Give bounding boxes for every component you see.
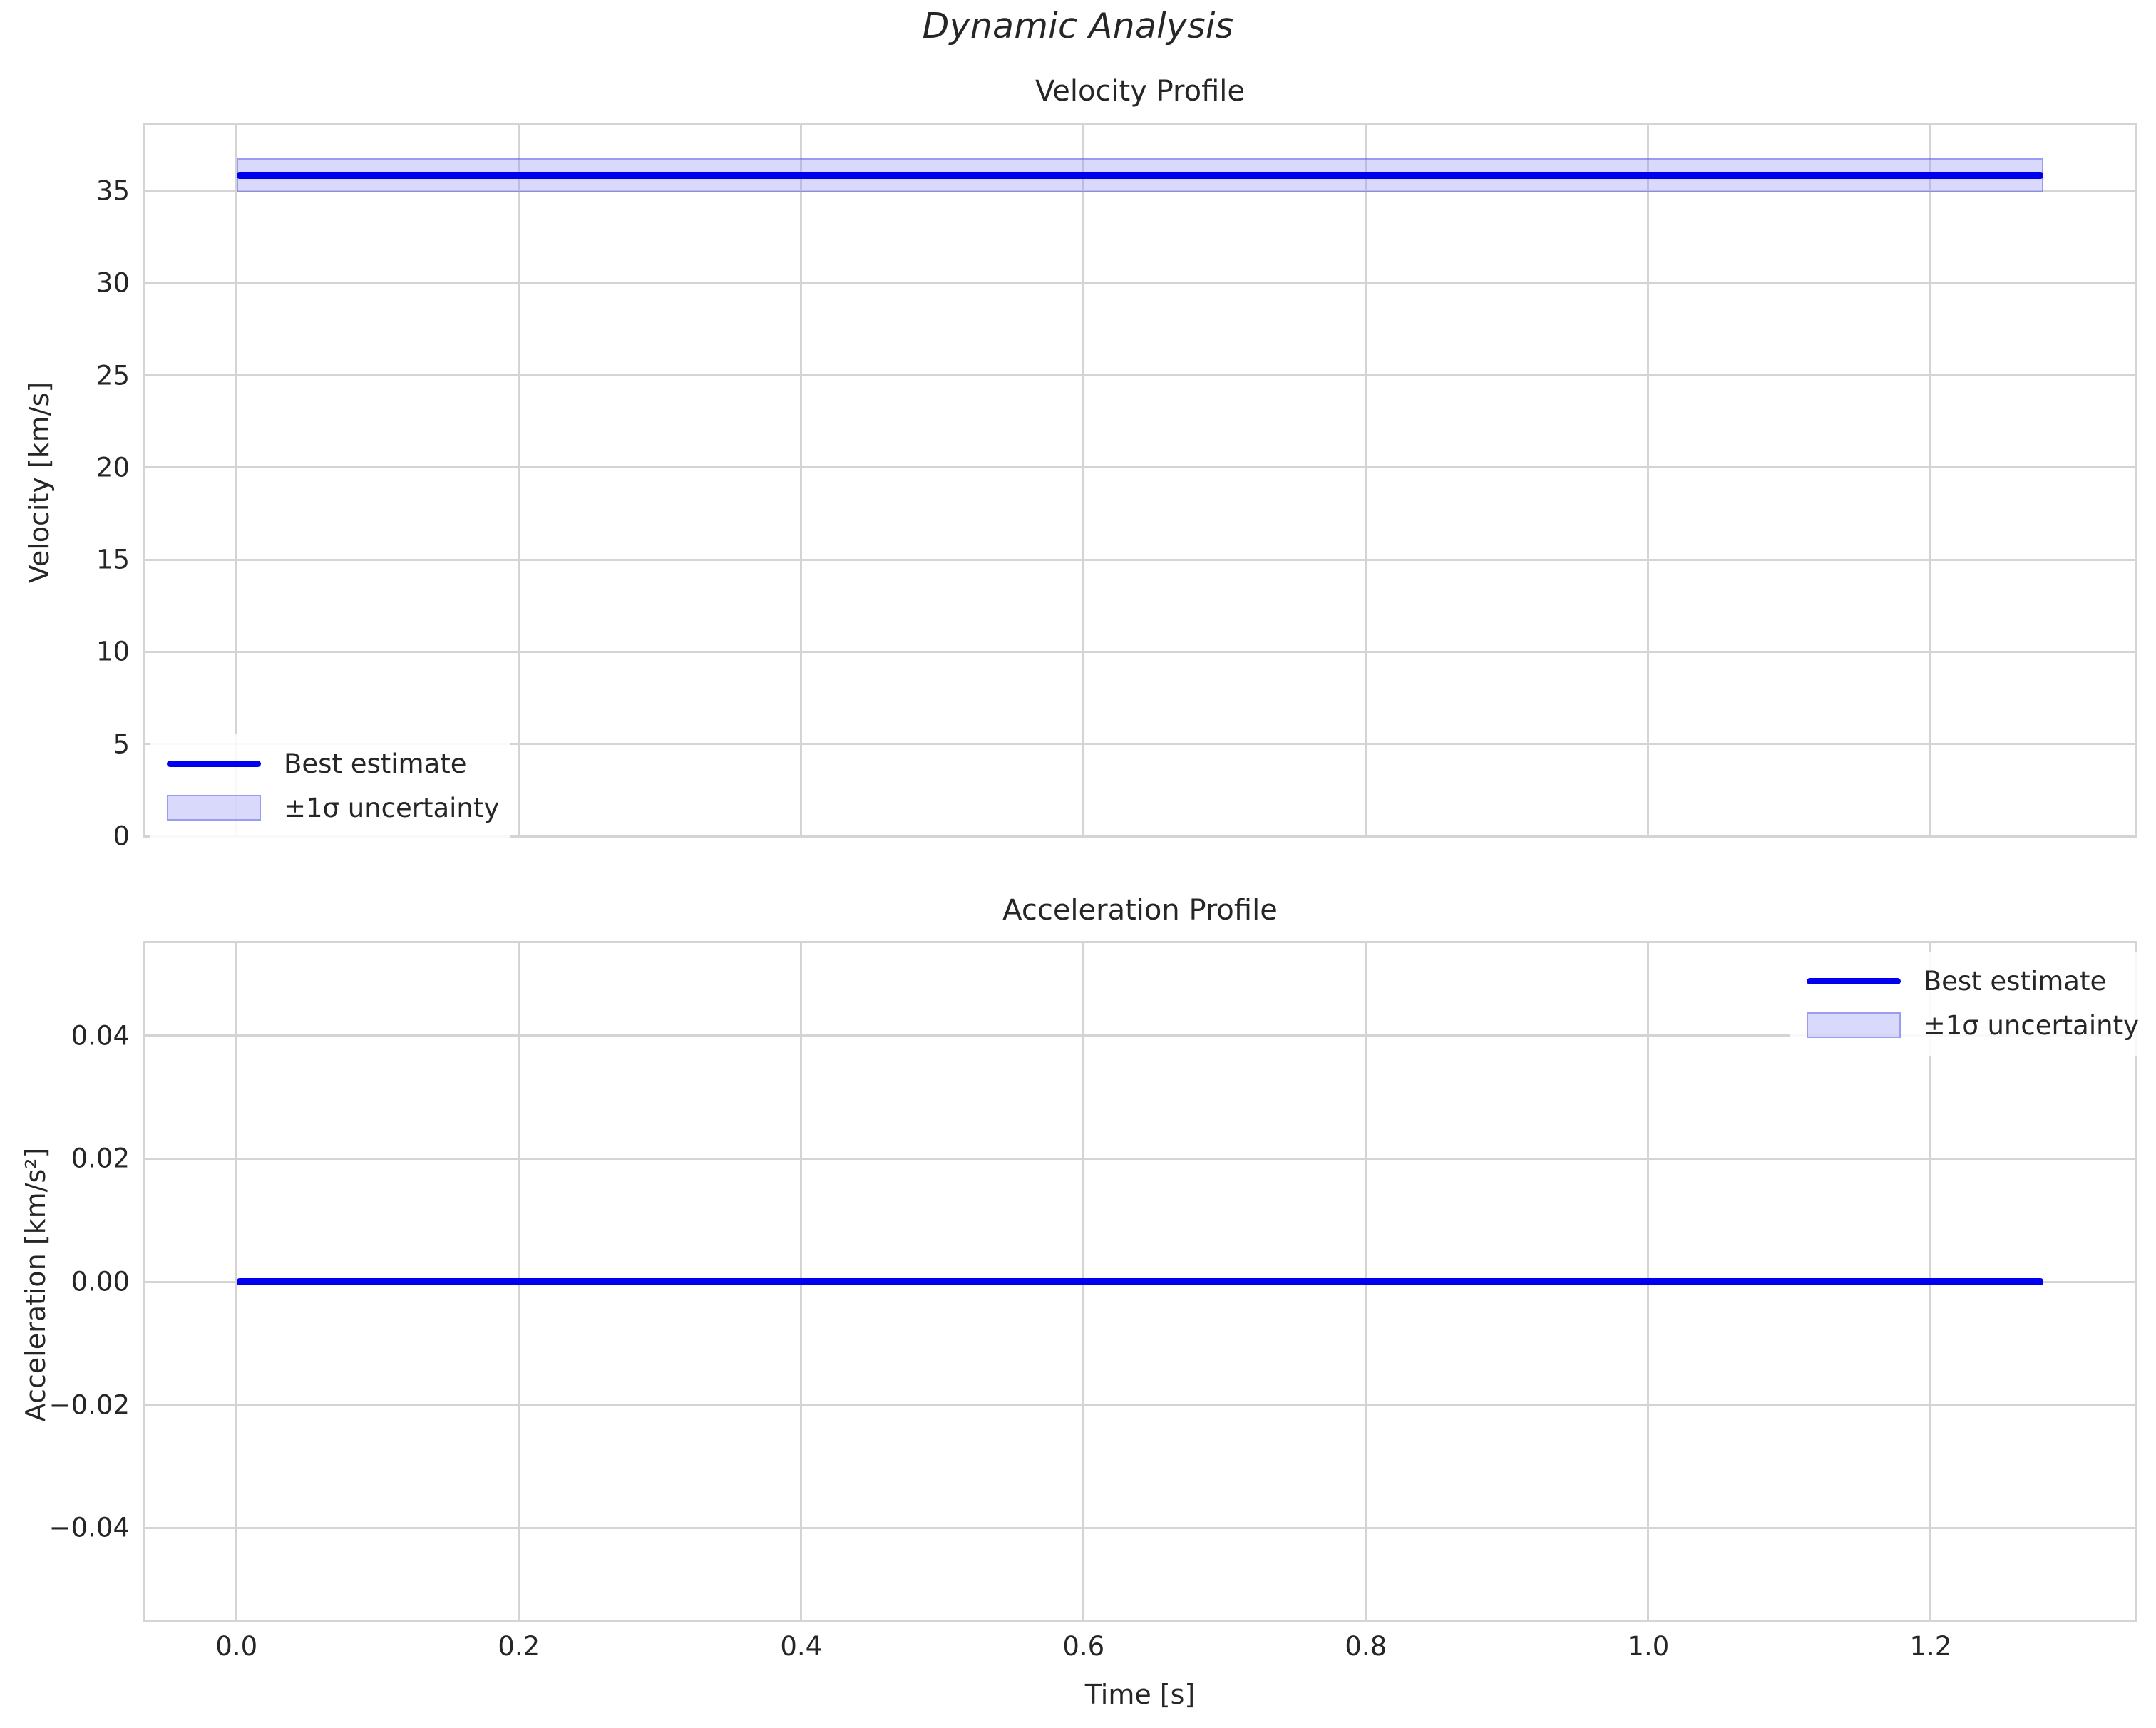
x-tick-label: 0.6	[1062, 1631, 1105, 1662]
y-tick-label: 20	[96, 452, 130, 483]
x-tick-label: 1.2	[1909, 1631, 1952, 1662]
gridline-vertical	[800, 125, 803, 836]
acceleration-plot-area	[145, 943, 2135, 1620]
gridline-vertical	[1929, 125, 1932, 836]
gridline-horizontal	[145, 1034, 2135, 1037]
gridline-horizontal	[145, 1526, 2135, 1529]
legend-label-best-estimate: Best estimate	[284, 748, 467, 779]
gridline-horizontal	[145, 282, 2135, 284]
velocity-ytick-labels: 0 5 10 15 20 25 30 35	[43, 123, 130, 852]
y-tick-label: 10	[96, 636, 130, 667]
y-tick-label: −0.02	[48, 1389, 130, 1421]
acceleration-legend: Best estimate ±1σ uncertainty	[1789, 952, 2150, 1056]
velocity-plot-area	[145, 125, 2135, 836]
y-tick-label: 0.02	[71, 1143, 130, 1174]
gridline-vertical	[1082, 125, 1085, 836]
gridline-horizontal	[145, 1404, 2135, 1406]
gridline-horizontal	[145, 374, 2135, 377]
gridline-vertical	[518, 125, 520, 836]
best-estimate-line	[236, 1278, 2044, 1285]
line-swatch-icon	[161, 748, 267, 779]
legend-row-best-estimate: Best estimate	[1801, 959, 2139, 1003]
gridline-horizontal	[145, 558, 2135, 561]
legend-label-best-estimate: Best estimate	[1923, 965, 2107, 997]
gridline-vertical	[1647, 125, 1650, 836]
legend-row-best-estimate: Best estimate	[161, 741, 499, 786]
velocity-axes	[143, 123, 2137, 838]
best-estimate-line	[236, 172, 2044, 180]
x-tick-label: 1.0	[1627, 1631, 1670, 1662]
gridline-vertical	[1365, 125, 1367, 836]
y-tick-label: 0.04	[71, 1020, 130, 1051]
gridline-horizontal	[145, 190, 2135, 192]
x-axis-label: Time [s]	[1084, 1679, 1196, 1710]
velocity-legend: Best estimate ±1σ uncertainty	[150, 734, 511, 838]
acceleration-axes	[143, 941, 2137, 1622]
acceleration-y-axis-label: Acceleration [km/s²]	[20, 1147, 51, 1422]
y-tick-label: 35	[96, 175, 130, 207]
y-tick-label: 30	[96, 267, 130, 299]
y-tick-label: −0.04	[48, 1512, 130, 1543]
x-tick-labels: 0.0 0.2 0.4 0.6 0.8 1.0 1.2	[143, 1622, 2137, 1672]
figure-suptitle: Dynamic Analysis	[922, 6, 1234, 46]
band-swatch-icon	[161, 792, 267, 823]
gridline-horizontal	[145, 743, 2135, 746]
x-tick-label: 0.0	[215, 1631, 258, 1662]
y-tick-label: 15	[96, 544, 130, 575]
legend-label-uncertainty: ±1σ uncertainty	[284, 792, 500, 823]
gridline-horizontal	[145, 466, 2135, 469]
y-tick-label: 5	[113, 729, 130, 760]
y-tick-label: 25	[96, 360, 130, 391]
velocity-subplot-title: Velocity Profile	[1035, 75, 1245, 108]
legend-row-uncertainty: ±1σ uncertainty	[161, 786, 499, 830]
y-tick-label: 0	[113, 821, 130, 852]
band-swatch-icon	[1801, 1009, 1906, 1041]
x-tick-label: 0.4	[780, 1631, 823, 1662]
line-swatch-icon	[1801, 965, 1906, 997]
legend-label-uncertainty: ±1σ uncertainty	[1923, 1009, 2139, 1041]
acceleration-subplot-title: Acceleration Profile	[1002, 894, 1278, 927]
acceleration-ytick-labels: −0.04 −0.02 0.00 0.02 0.04	[0, 941, 130, 1622]
x-tick-label: 0.8	[1345, 1631, 1387, 1662]
gridline-horizontal	[145, 835, 2135, 836]
gridline-vertical	[235, 125, 238, 836]
gridline-horizontal	[145, 650, 2135, 653]
gridline-horizontal	[145, 1157, 2135, 1160]
velocity-y-axis-label: Velocity [km/s]	[24, 381, 55, 584]
legend-row-uncertainty: ±1σ uncertainty	[1801, 1003, 2139, 1047]
y-tick-label: 0.00	[71, 1266, 130, 1297]
x-tick-label: 0.2	[498, 1631, 540, 1662]
